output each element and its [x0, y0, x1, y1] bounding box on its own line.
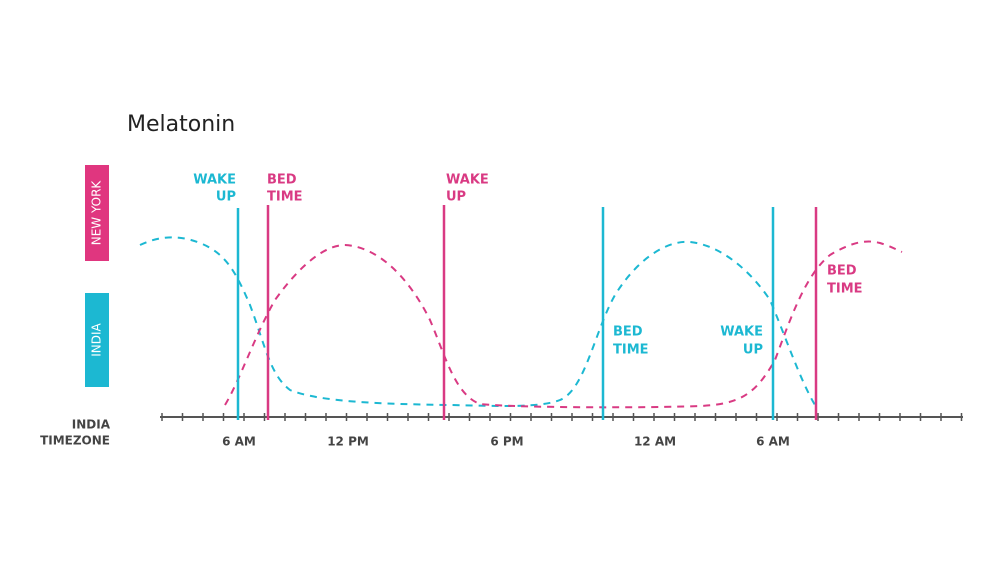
legend-label: INDIA	[90, 322, 104, 356]
annotation: TIME	[267, 190, 303, 205]
annotation: UP	[446, 190, 466, 205]
annotation: BED	[613, 325, 643, 340]
annotation: WAKE	[446, 173, 489, 188]
legend-box	[85, 293, 109, 387]
tick-label: 12 AM	[634, 435, 676, 449]
legend-label: NEW YORK	[90, 180, 104, 246]
annotation: WAKE	[720, 325, 763, 340]
axis-label: TIMEZONE	[40, 434, 110, 448]
tick-label: 12 PM	[327, 435, 369, 449]
annotation: WAKE	[193, 173, 236, 188]
axis-label: INDIA	[72, 418, 111, 432]
annotation: UP	[216, 190, 236, 205]
tick-label: 6 AM	[222, 435, 256, 449]
annotation: UP	[743, 343, 763, 358]
annotation: BED	[267, 173, 297, 188]
annotation: TIME	[827, 282, 863, 297]
annotation: BED	[827, 264, 857, 279]
annotation: TIME	[613, 343, 649, 358]
tick-label: 6 PM	[490, 435, 523, 449]
title: Melatonin	[127, 112, 235, 137]
tick-label: 6 AM	[756, 435, 790, 449]
legend-box	[85, 165, 109, 261]
newyork-curve	[224, 240, 903, 409]
